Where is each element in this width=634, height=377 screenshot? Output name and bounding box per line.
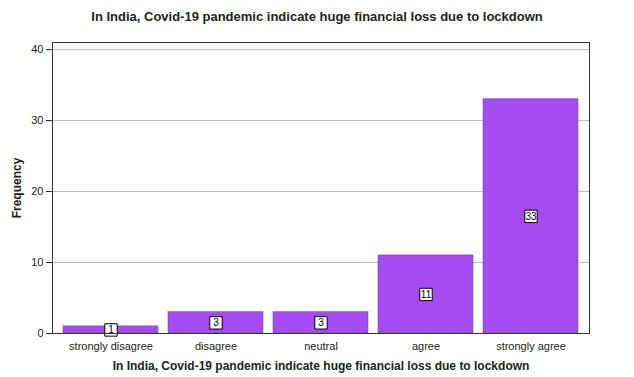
svg-text:neutral: neutral bbox=[304, 340, 338, 352]
svg-text:3: 3 bbox=[318, 317, 324, 328]
svg-text:1: 1 bbox=[108, 324, 114, 336]
svg-text:In India, Covid-19 pandemic in: In India, Covid-19 pandemic indicate hug… bbox=[113, 359, 530, 373]
svg-text:40: 40 bbox=[31, 43, 43, 55]
html-text:In India, Covid-19 pandemic in: In India, Covid-19 pandemic indicate hug… bbox=[91, 9, 543, 24]
svg-text:agree: agree bbox=[412, 340, 440, 352]
svg-text:33: 33 bbox=[525, 211, 537, 222]
svg-text:20: 20 bbox=[31, 185, 43, 197]
svg-text:11: 11 bbox=[421, 289, 432, 300]
svg-text:Frequency: Frequency bbox=[10, 157, 24, 218]
svg-text:disagree: disagree bbox=[195, 340, 237, 352]
svg-text:strongly disagree: strongly disagree bbox=[69, 340, 153, 352]
svg-text:strongly agree: strongly agree bbox=[496, 340, 566, 352]
svg-text:3: 3 bbox=[213, 317, 219, 328]
svg-text:30: 30 bbox=[31, 114, 43, 126]
svg-text:0: 0 bbox=[37, 327, 43, 339]
svg-text:10: 10 bbox=[31, 256, 43, 268]
